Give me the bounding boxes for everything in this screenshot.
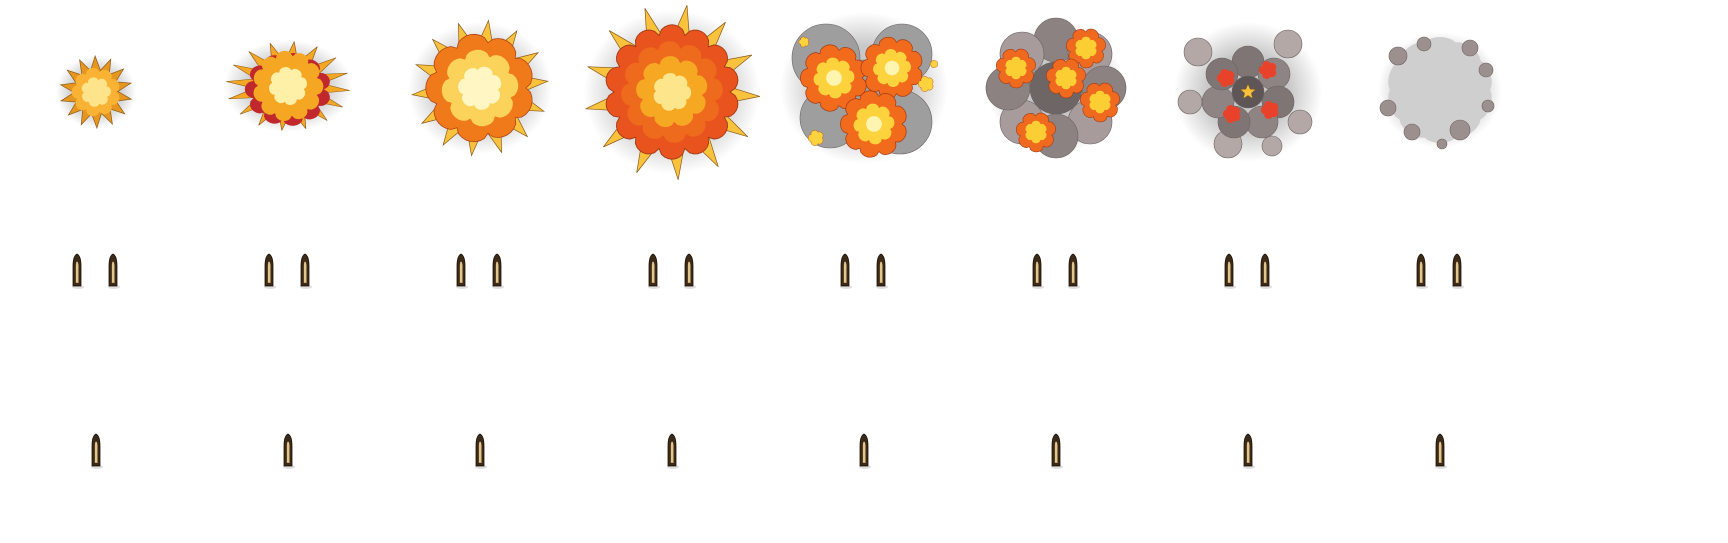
bullet-icon [91, 433, 103, 469]
bullet-icon [1435, 433, 1447, 469]
bullet-icon [876, 253, 888, 289]
bullet-icon [1260, 253, 1272, 289]
double-bullet-frame-7 [1152, 232, 1344, 292]
bullet-icon [648, 253, 660, 289]
bullet-icon [667, 433, 679, 469]
explosion-fade-icon [1378, 32, 1502, 150]
explosion-frame-6 [960, 0, 1152, 190]
double-bullet-frame-1 [0, 232, 192, 292]
bullet-icon [1032, 253, 1044, 289]
bullet-icon [1243, 433, 1255, 469]
double-bullet-frame-2 [192, 232, 384, 292]
single-bullet-frame-3 [384, 412, 576, 472]
double-bullet-frame-8 [1344, 232, 1536, 292]
explosion-fireball-icon [408, 19, 552, 157]
explosion-spark-icon [56, 54, 136, 130]
explosion-smoke-fire-icon [985, 17, 1127, 159]
double-bullet-row [0, 232, 1728, 292]
explosion-frame-3 [384, 0, 576, 190]
bullet-icon [840, 253, 852, 289]
bullet-icon [492, 253, 504, 289]
explosion-burst-icon [780, 12, 948, 164]
single-bullet-frame-4 [576, 412, 768, 472]
bullet-icon [283, 433, 295, 469]
bullet-icon [1068, 253, 1080, 289]
explosion-frame-1 [0, 0, 192, 190]
bullet-icon [1416, 253, 1428, 289]
explosion-flash-icon [224, 40, 352, 132]
double-bullet-frame-5 [768, 232, 960, 292]
explosion-frame-2 [192, 0, 384, 190]
bullet-icon [684, 253, 696, 289]
single-bullet-frame-6 [960, 412, 1152, 472]
explosion-frame-5 [768, 0, 960, 190]
single-bullet-frame-1 [0, 412, 192, 472]
explosion-frame-7 [1152, 0, 1344, 190]
bullet-icon [1224, 253, 1236, 289]
bullet-icon [456, 253, 468, 289]
single-bullet-frame-2 [192, 412, 384, 472]
double-bullet-frame-4 [576, 232, 768, 292]
bullet-icon [72, 253, 84, 289]
single-bullet-frame-5 [768, 412, 960, 472]
explosion-smoke-icon [1174, 22, 1322, 162]
bullet-icon [300, 253, 312, 289]
bullet-icon [859, 433, 871, 469]
bullet-icon [1452, 253, 1464, 289]
single-bullet-row [0, 412, 1728, 472]
single-bullet-frame-7 [1152, 412, 1344, 472]
bullet-icon [1051, 433, 1063, 469]
bullet-icon [475, 433, 487, 469]
bullet-icon [108, 253, 120, 289]
single-bullet-frame-8 [1344, 412, 1536, 472]
double-bullet-frame-3 [384, 232, 576, 292]
double-bullet-frame-6 [960, 232, 1152, 292]
explosion-frame-4 [576, 0, 768, 190]
explosion-peak-icon [584, 5, 761, 180]
bullet-icon [264, 253, 276, 289]
explosion-row [0, 0, 1728, 190]
explosion-frame-8 [1344, 0, 1536, 190]
